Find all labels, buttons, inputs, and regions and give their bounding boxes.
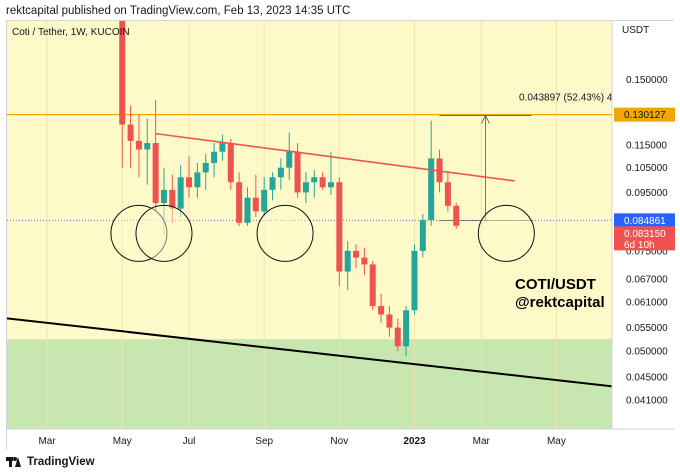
y-tick-label: 0.061000	[626, 297, 668, 308]
x-tick-label: Mar	[38, 436, 56, 447]
candle-body	[444, 182, 451, 206]
highlight-circle	[256, 204, 314, 262]
candle-body	[277, 167, 284, 178]
candle-body	[319, 177, 326, 188]
candle-body	[269, 177, 276, 190]
y-tick-label: 0.150000	[626, 75, 668, 86]
time-axis-background	[7, 429, 675, 451]
candle-body	[344, 250, 351, 272]
candle-body	[302, 182, 309, 193]
candle-body	[186, 177, 193, 188]
highlight-circle	[110, 204, 168, 262]
candle-body	[336, 182, 343, 272]
candle-body	[419, 219, 426, 251]
highlight-circle	[135, 204, 193, 262]
currency-label: USDT	[622, 25, 649, 36]
resistance-price-tag-bg	[614, 107, 675, 122]
watermark-author: @rektcapital	[515, 294, 605, 311]
candle-body	[244, 197, 251, 223]
footer-brand: TradingView	[27, 456, 95, 468]
candle-body	[311, 177, 318, 183]
watermark-pair: COTI/USDT	[515, 276, 596, 293]
candle-body	[327, 182, 334, 188]
y-tick-label: 0.050000	[626, 347, 668, 358]
candle-body	[369, 264, 376, 307]
green-support-zone	[7, 339, 612, 429]
footer: TradingView	[6, 453, 95, 471]
current-price-tag-label: 0.083150	[624, 229, 666, 240]
candle-body	[119, 21, 126, 125]
candle-body	[236, 182, 243, 223]
measure-label: 0.043897 (52.43%) 43	[519, 92, 618, 103]
y-tick-label: 0.095000	[626, 188, 668, 199]
y-tick-label: 0.115000	[626, 141, 667, 152]
candle-body	[160, 189, 167, 204]
candle-body	[252, 197, 259, 212]
candle-body	[361, 257, 368, 265]
candle-body	[144, 143, 151, 150]
x-tick-label: May	[547, 436, 566, 447]
candle-body	[294, 151, 301, 193]
published-line: rektcapital published on TradingView.com…	[6, 5, 351, 17]
x-tick-label: 2023	[403, 436, 426, 447]
y-tick-label: 0.055000	[626, 323, 668, 334]
candle-body	[453, 205, 460, 226]
highlight-circle	[477, 204, 535, 262]
candle-body	[411, 250, 418, 311]
candle-body	[202, 163, 209, 173]
candle-body	[428, 158, 435, 220]
x-tick-label: Mar	[473, 436, 491, 447]
y-tick-label: 0.105000	[626, 163, 668, 174]
candle-body	[135, 140, 142, 150]
candle-body	[227, 143, 234, 183]
candle-body	[211, 151, 218, 164]
chart-frame[interactable]: 0.043897 (52.43%) 43 Coti / Tether, 1W, K…	[6, 20, 675, 451]
candle-body	[403, 310, 410, 347]
x-tick-label: Sep	[255, 436, 273, 447]
candle-body	[394, 327, 401, 347]
candle-body	[152, 143, 159, 204]
candle-body	[219, 143, 226, 152]
current-price-tag-bg	[614, 226, 675, 251]
candle-body	[261, 189, 268, 212]
x-tick-label: Jul	[183, 436, 196, 447]
x-tick-label: Nov	[330, 436, 348, 447]
symbol-label: Coti / Tether, 1W, KUCOIN	[12, 27, 130, 38]
candle-body	[386, 314, 393, 328]
resistance-trendline	[155, 132, 515, 182]
y-tick-label: 0.045000	[626, 373, 668, 384]
resistance-price-tag-label: 0.130127	[624, 110, 666, 121]
x-tick-label: May	[113, 436, 132, 447]
candle-body	[169, 189, 176, 209]
current-price-countdown: 6d 10h	[624, 240, 655, 251]
support-trendline	[7, 317, 657, 393]
y-tick-label: 0.075000	[626, 246, 668, 257]
candle-body	[286, 151, 293, 168]
candle-body	[177, 177, 184, 209]
measure-arrow-head	[481, 114, 490, 124]
candle-body	[353, 250, 360, 258]
y-tick-label: 0.067000	[626, 274, 668, 285]
candle-body	[378, 306, 385, 315]
candle-body	[127, 124, 134, 141]
tradingview-logo-icon	[6, 457, 22, 467]
last-close-price-tag-bg	[614, 213, 675, 228]
price-chart[interactable]: 0.043897 (52.43%) 43 Coti / Tether, 1W, K…	[7, 21, 675, 451]
y-tick-label: 0.041000	[626, 396, 668, 407]
last-close-price-tag-label: 0.084861	[624, 216, 666, 227]
candle-body	[194, 172, 201, 188]
